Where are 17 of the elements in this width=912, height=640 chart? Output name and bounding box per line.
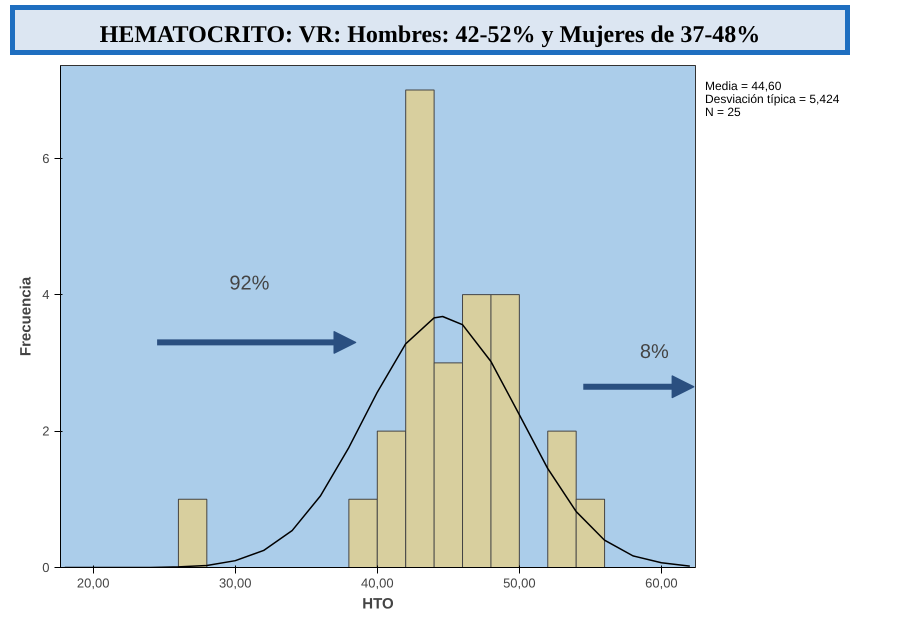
x-tick-label: 40,00 xyxy=(361,576,394,590)
text: N = 25 xyxy=(705,105,741,119)
x-tick-label: 20,00 xyxy=(76,576,110,590)
y-tick-label: 2 xyxy=(42,424,50,439)
x-tick-label: 50,00 xyxy=(503,576,536,590)
text: Media = 44,60 xyxy=(705,79,782,93)
annotation: 92% xyxy=(229,272,270,295)
y-axis-title: Frecuencia xyxy=(17,276,34,356)
y-tick-label: 6 xyxy=(42,150,50,166)
x-axis-title: HTO xyxy=(362,596,394,612)
text: Desviación típica = 5,424 xyxy=(705,92,840,106)
chart-title: HEMATOCRITO: VR: Hombres: 42-52% y Mujeres de 37-48% xyxy=(100,21,760,50)
annotation: 8% xyxy=(640,340,669,363)
y-tick-label: 0 xyxy=(42,560,50,575)
y-tick-label: 4 xyxy=(42,287,50,302)
x-tick-label: 60,00 xyxy=(645,576,678,590)
x-tick-label: 30,00 xyxy=(218,576,252,590)
